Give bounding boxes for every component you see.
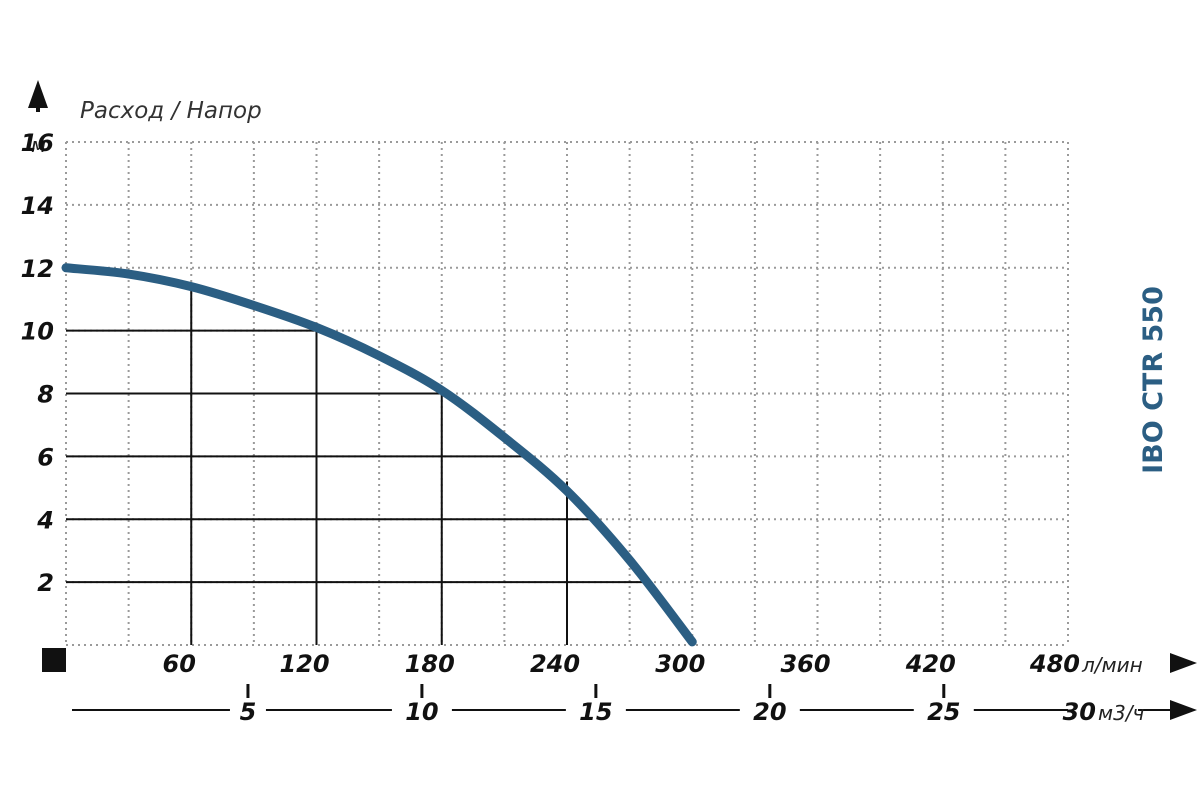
y-tick-label: 14 [21, 192, 54, 220]
origin-square-icon [42, 648, 66, 672]
grid [65, 141, 1069, 646]
x-tick-label: 300 [655, 650, 705, 678]
x2-tick-label: 20 [753, 698, 786, 726]
y-tick-label: 2 [37, 569, 54, 597]
chart-title: IBO CTR 550 [1138, 286, 1169, 474]
x-tick-label: 180 [405, 650, 455, 678]
x2-tick-label: 10 [405, 698, 438, 726]
x2-axis-arrow-icon [1170, 700, 1197, 720]
x2-tick-label: 30 [1063, 698, 1096, 726]
y-tick-label: 6 [37, 443, 54, 471]
y-tick-label: 4 [36, 506, 54, 534]
x-tick-label: 240 [530, 650, 580, 678]
x-tick-label: 360 [780, 650, 830, 678]
curve-layer [61, 263, 697, 647]
y-tick-label: 16 [21, 129, 54, 157]
performance-curve [61, 263, 697, 647]
x2-tick-label: 25 [927, 698, 960, 726]
y-unit-label: м [31, 133, 46, 157]
y-axis-title: Расход / Напор [80, 98, 262, 124]
reference-lines [66, 286, 647, 645]
axes [28, 80, 1197, 720]
x-tick-label: 420 [905, 650, 956, 678]
y-tick-label: 8 [37, 381, 54, 409]
x2-tick-label: 5 [240, 698, 257, 726]
labels: Расход / Напор м л/мин м3/ч IBO CTR 550 … [21, 98, 1169, 726]
x-unit-label: л/мин [1081, 653, 1143, 677]
y-tick-label: 12 [21, 255, 54, 283]
x-tick-label: 60 [163, 650, 196, 678]
y-axis-arrow-icon [28, 80, 48, 108]
x2-tick-label: 15 [579, 698, 612, 726]
x-tick-label: 480 [1029, 650, 1080, 678]
x-axis-arrow-icon [1170, 653, 1197, 673]
x-tick-label: 120 [279, 650, 329, 678]
y-tick-label: 10 [21, 318, 54, 346]
x2-unit-label: м3/ч [1098, 701, 1145, 725]
